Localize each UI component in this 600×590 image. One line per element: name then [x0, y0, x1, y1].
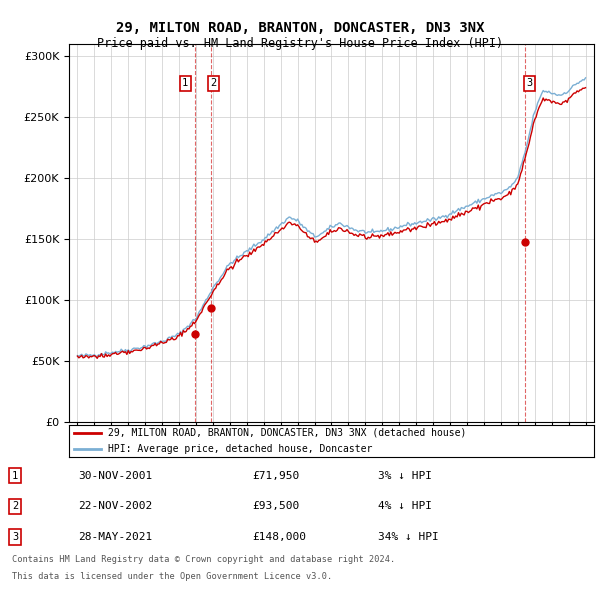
Text: 2: 2	[211, 78, 217, 88]
Text: 34% ↓ HPI: 34% ↓ HPI	[378, 532, 439, 542]
Text: 4% ↓ HPI: 4% ↓ HPI	[378, 502, 432, 511]
Text: 29, MILTON ROAD, BRANTON, DONCASTER, DN3 3NX (detached house): 29, MILTON ROAD, BRANTON, DONCASTER, DN3…	[109, 428, 467, 438]
Text: £93,500: £93,500	[252, 502, 299, 511]
Text: This data is licensed under the Open Government Licence v3.0.: This data is licensed under the Open Gov…	[12, 572, 332, 581]
Text: 1: 1	[182, 78, 188, 88]
Text: 1: 1	[12, 471, 18, 480]
Text: 29, MILTON ROAD, BRANTON, DONCASTER, DN3 3NX: 29, MILTON ROAD, BRANTON, DONCASTER, DN3…	[116, 21, 484, 35]
Text: HPI: Average price, detached house, Doncaster: HPI: Average price, detached house, Donc…	[109, 444, 373, 454]
Text: £148,000: £148,000	[252, 532, 306, 542]
Text: 2: 2	[12, 502, 18, 511]
Text: 3% ↓ HPI: 3% ↓ HPI	[378, 471, 432, 480]
Text: 3: 3	[12, 532, 18, 542]
Text: 22-NOV-2002: 22-NOV-2002	[78, 502, 152, 511]
Text: Price paid vs. HM Land Registry's House Price Index (HPI): Price paid vs. HM Land Registry's House …	[97, 37, 503, 50]
Text: £71,950: £71,950	[252, 471, 299, 480]
Text: 30-NOV-2001: 30-NOV-2001	[78, 471, 152, 480]
Text: 28-MAY-2021: 28-MAY-2021	[78, 532, 152, 542]
Text: 3: 3	[527, 78, 533, 88]
Text: Contains HM Land Registry data © Crown copyright and database right 2024.: Contains HM Land Registry data © Crown c…	[12, 555, 395, 564]
